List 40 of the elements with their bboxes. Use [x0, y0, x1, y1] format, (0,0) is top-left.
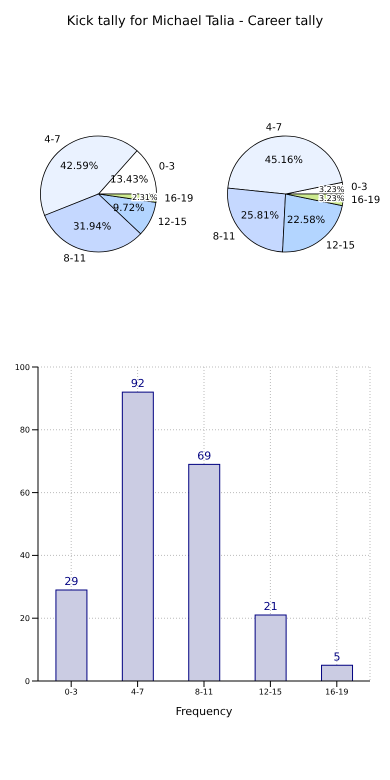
data-label: 5 [334, 650, 341, 664]
data-label: 45.16% [264, 154, 303, 166]
slice-label: 8-11 [63, 253, 86, 264]
category-label: 0-3 [351, 182, 368, 193]
bar [122, 392, 154, 681]
bar [321, 664, 354, 681]
slice-label: 4-7 [44, 134, 61, 146]
slice-label: 16-19 [164, 193, 194, 204]
chart-title: Kick tally for Michael Talia - Career tally [66, 14, 324, 29]
y-tick-label: 80 [20, 426, 30, 435]
x-tick-label: 4-7 [131, 688, 144, 697]
slice-label: 0-3 [158, 161, 176, 172]
x-tick-label: 12-15 [258, 688, 282, 697]
y-tick-label: 0 [24, 676, 30, 686]
y-tick-label: 40 [20, 551, 30, 560]
bar [188, 464, 220, 681]
y-tick-label: 20 [20, 614, 30, 624]
data-label: 29 [64, 574, 78, 588]
data-label: 25.81% [240, 210, 280, 222]
data-label: 42.59% [60, 160, 98, 172]
y-tick-label: 100 [14, 362, 30, 372]
x-axis-title: Frequency [176, 705, 233, 718]
data-label: 13.43% [110, 174, 148, 186]
category-label: 4-7 [266, 122, 282, 134]
data-label: 22.58% [287, 215, 326, 226]
data-label: 21 [264, 600, 278, 614]
y-tick-label: 60 [20, 488, 30, 498]
category-label: 12-15 [326, 240, 355, 252]
x-tick-label: 8-11 [194, 688, 214, 697]
slice-label: 12-15 [158, 217, 187, 228]
x-tick-label: 0-3 [64, 688, 78, 697]
bar [254, 614, 287, 681]
category-label: 8-11 [212, 231, 236, 242]
category-label: 16-19 [351, 195, 380, 206]
x-tick-label: 16-19 [325, 688, 348, 697]
bar [55, 589, 88, 681]
data-label: 69 [197, 449, 212, 462]
data-label: 92 [130, 377, 145, 390]
data-label: 31.94% [73, 222, 112, 233]
data-label: 9.72% [112, 203, 145, 214]
